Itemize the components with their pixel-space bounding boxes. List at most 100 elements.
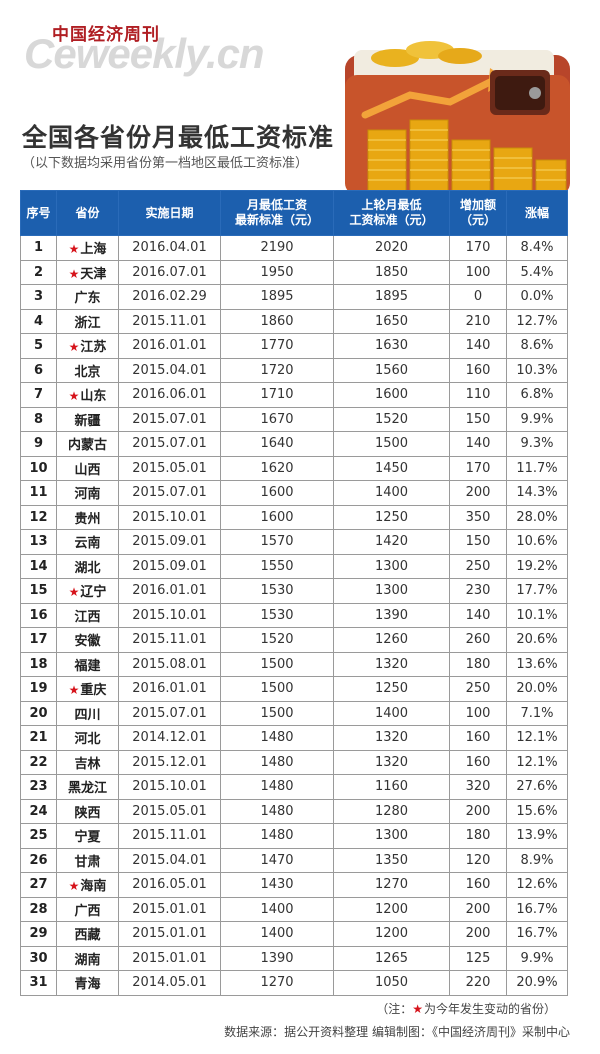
cell-province-text: 四川 (74, 707, 101, 723)
cell-previous-text: 1250 (374, 509, 409, 525)
cell-date: 2016.01.01 (118, 676, 221, 702)
header-rate: 涨幅 (506, 190, 568, 236)
cell-date: 2015.04.01 (118, 847, 221, 873)
table-row: 23 黑龙江 2015.10.01 1480 1160 320 27.6% (20, 774, 568, 800)
cell-index-text: 8 (33, 411, 44, 427)
cell-index-text: 26 (29, 852, 48, 868)
cell-index: 23 (20, 774, 57, 800)
table-row: 18 福建 2015.08.01 1500 1320 180 13.6% (20, 651, 568, 677)
cell-rate-text: 5.4% (520, 264, 554, 280)
cell-increase: 200 (449, 921, 507, 947)
cell-rate-text: 8.4% (520, 240, 554, 256)
logo-chinese: 中国经济周刊 (52, 25, 160, 45)
cell-rate: 10.1% (506, 602, 568, 628)
cell-index: 20 (20, 700, 57, 726)
header-date: 实施日期 (118, 190, 221, 236)
cell-latest: 1640 (220, 431, 334, 457)
cell-date-text: 2015.11.01 (132, 828, 207, 844)
cell-date: 2015.10.01 (118, 602, 221, 628)
cell-rate-text: 11.7% (516, 460, 558, 476)
cell-index: 11 (20, 480, 57, 506)
cell-index-text: 16 (29, 607, 48, 623)
cell-increase: 125 (449, 945, 507, 971)
cell-index-text: 24 (29, 803, 48, 819)
cell-rate: 8.9% (506, 847, 568, 873)
cell-previous: 1265 (333, 945, 450, 971)
cell-rate: 10.3% (506, 357, 568, 383)
cell-date-text: 2015.09.01 (132, 558, 207, 574)
cell-date-text: 2015.04.01 (132, 362, 207, 378)
cell-province: 广东 (56, 284, 119, 310)
cell-previous-text: 1270 (374, 877, 409, 893)
cell-previous: 1320 (333, 725, 450, 751)
cell-index: 31 (20, 970, 57, 996)
cell-latest: 1430 (220, 872, 334, 898)
cell-increase-text: 0 (473, 289, 483, 305)
cell-date-text: 2015.12.01 (132, 754, 207, 770)
cell-rate-text: 6.8% (520, 387, 554, 403)
cell-index: 27 (20, 872, 57, 898)
cell-rate-text: 12.1% (516, 730, 558, 746)
cell-previous: 1450 (333, 455, 450, 481)
cell-date-text: 2014.12.01 (132, 730, 207, 746)
cell-rate-text: 17.7% (516, 583, 558, 599)
cell-increase-text: 350 (465, 509, 491, 525)
cell-rate-text: 27.6% (516, 779, 558, 795)
table-row: 6 北京 2015.04.01 1720 1560 160 10.3% (20, 357, 568, 383)
cell-date-text: 2016.02.29 (132, 289, 207, 305)
cell-date: 2015.05.01 (118, 455, 221, 481)
cell-date: 2015.10.01 (118, 504, 221, 530)
cell-increase-text: 200 (465, 926, 491, 942)
table-row: 11 河南 2015.07.01 1600 1400 200 14.3% (20, 480, 568, 506)
cell-previous: 1250 (333, 676, 450, 702)
cell-rate: 12.1% (506, 725, 568, 751)
cell-province: 浙江 (56, 308, 119, 334)
cell-rate: 16.7% (506, 896, 568, 922)
cell-index: 17 (20, 627, 57, 653)
cell-index: 21 (20, 725, 57, 751)
cell-date: 2015.07.01 (118, 700, 221, 726)
cell-province: ★上海 (56, 235, 119, 261)
cell-index: 7 (20, 382, 57, 408)
cell-latest: 1400 (220, 921, 334, 947)
cell-previous-text: 1420 (374, 534, 409, 550)
cell-increase: 250 (449, 553, 507, 579)
cell-latest-text: 1500 (260, 681, 294, 697)
cell-latest-text: 1860 (260, 313, 294, 329)
cell-latest: 1270 (220, 970, 334, 996)
cell-increase-text: 110 (465, 387, 491, 403)
star-icon: ★ (68, 389, 80, 404)
cell-province: 云南 (56, 529, 119, 555)
cell-latest: 1480 (220, 823, 334, 849)
cell-previous: 2020 (333, 235, 450, 261)
cell-increase: 350 (449, 504, 507, 530)
cell-province-text: 安徽 (74, 634, 101, 650)
cell-date-text: 2016.01.01 (132, 338, 207, 354)
cell-province: 湖北 (56, 553, 119, 579)
cell-previous: 1300 (333, 823, 450, 849)
table-row: 26 甘肃 2015.04.01 1470 1350 120 8.9% (20, 847, 568, 873)
header-latest: 月最低工资 最新标准（元） (220, 190, 334, 236)
cell-increase: 220 (449, 970, 507, 996)
cell-previous-text: 1300 (374, 583, 409, 599)
cell-date-text: 2015.07.01 (132, 485, 207, 501)
cell-date-text: 2015.09.01 (132, 534, 207, 550)
cell-previous: 1200 (333, 896, 450, 922)
cell-rate-text: 13.6% (516, 656, 558, 672)
cell-previous: 1200 (333, 921, 450, 947)
cell-rate: 5.4% (506, 259, 568, 285)
cell-latest: 1520 (220, 627, 334, 653)
cell-rate: 9.9% (506, 406, 568, 432)
cell-index-text: 18 (29, 656, 48, 672)
cell-province: ★辽宁 (56, 578, 119, 604)
cell-province: 山西 (56, 455, 119, 481)
cell-province: 青海 (56, 970, 119, 996)
cell-index: 22 (20, 749, 57, 775)
cell-previous-text: 2020 (374, 240, 409, 256)
cell-increase: 150 (449, 406, 507, 432)
cell-increase-text: 125 (465, 950, 491, 966)
cell-rate: 8.6% (506, 333, 568, 359)
cell-rate: 6.8% (506, 382, 568, 408)
cell-increase: 200 (449, 896, 507, 922)
cell-rate: 12.6% (506, 872, 568, 898)
